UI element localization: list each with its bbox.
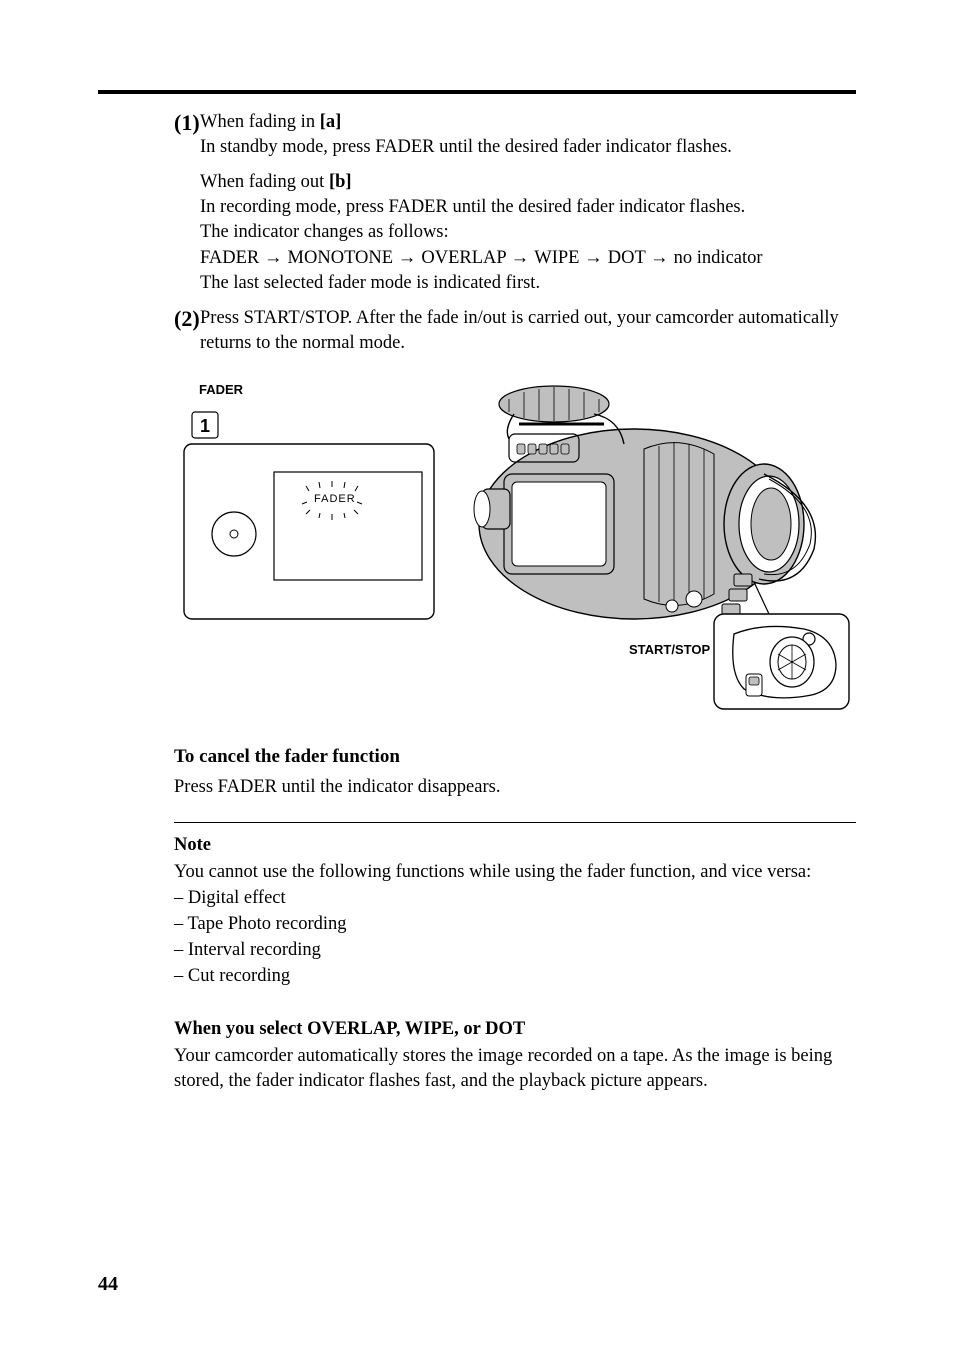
arrow-icon: → [584,246,608,267]
overlap-heading: When you select OVERLAP, WIPE, or DOT [174,1017,856,1042]
cycle-wipe: WIPE [534,248,579,268]
overlap-text: Your camcorder automatically stores the … [174,1044,856,1094]
step-1-fadeout-head: When fading out [b] [200,170,856,195]
note-item-4: – Cut recording [174,964,856,989]
camera-illustration [474,386,815,619]
step-1-number: (1) [174,110,200,296]
page-content: (1) When fading in [a] In standby mode, … [174,110,856,1094]
lcd-inner [274,472,422,580]
step-1: (1) When fading in [a] In standby mode, … [174,110,856,296]
step-1-body: When fading in [a] In standby mode, pres… [200,110,856,296]
figure: FADER 1 FADER [174,374,854,714]
step-1-fadeout-bold: [b] [329,172,352,192]
step-1-fadein-bold: [a] [320,112,342,132]
note-item-1: – Digital effect [174,886,856,911]
note-item-2: – Tape Photo recording [174,912,856,937]
step-1-fadeout-text: In recording mode, press FADER until the… [200,195,856,220]
fader-button [212,512,256,556]
cycle-overlap: OVERLAP [421,248,506,268]
page-number: 44 [98,1273,118,1296]
cycle-dot: DOT [608,248,646,268]
step-2-body: Press START/STOP. After the fade in/out … [200,306,856,356]
step-1-last: The last selected fader mode is indicate… [200,271,856,296]
step-1-fadein-head: When fading in [a] [200,110,856,135]
inset-start-stop [733,626,836,697]
cancel-text: Press FADER until the indicator disappea… [174,775,856,800]
step-1-fadein-text: In standby mode, press FADER until the d… [200,135,856,160]
step-1-fadein-prefix: When fading in [200,112,320,132]
callout-1: 1 [192,412,218,438]
screen-fader-text: FADER [314,493,356,505]
note-heading: Note [174,833,856,858]
step-2: (2) Press START/STOP. After the fade in/… [174,306,856,356]
arrow-icon: → [398,246,422,267]
figure-svg: FADER 1 FADER [174,374,854,714]
step-2-number: (2) [174,306,200,356]
cycle-none: no indicator [674,248,763,268]
spacer [200,160,856,170]
note-intro: You cannot use the following functions w… [174,860,856,885]
arrow-icon: → [650,246,674,267]
arrow-icon: → [511,246,535,267]
cancel-heading: To cancel the fader function [174,744,856,770]
cycle-monotone: MONOTONE [288,248,394,268]
section-divider [174,822,856,823]
step-1-cycle: FADER → MONOTONE → OVERLAP → WIPE → DOT … [200,245,856,271]
svg-text:1: 1 [200,416,210,436]
connector-line [754,582,769,614]
cycle-fader: FADER [200,248,259,268]
step-1-changes: The indicator changes as follows: [200,220,856,245]
arrow-icon: → [264,246,288,267]
start-stop-label: START/STOP [629,642,710,657]
step-1-fadeout-prefix: When fading out [200,172,329,192]
fader-label: FADER [199,382,244,397]
note-item-3: – Interval recording [174,938,856,963]
top-rule [98,90,856,94]
